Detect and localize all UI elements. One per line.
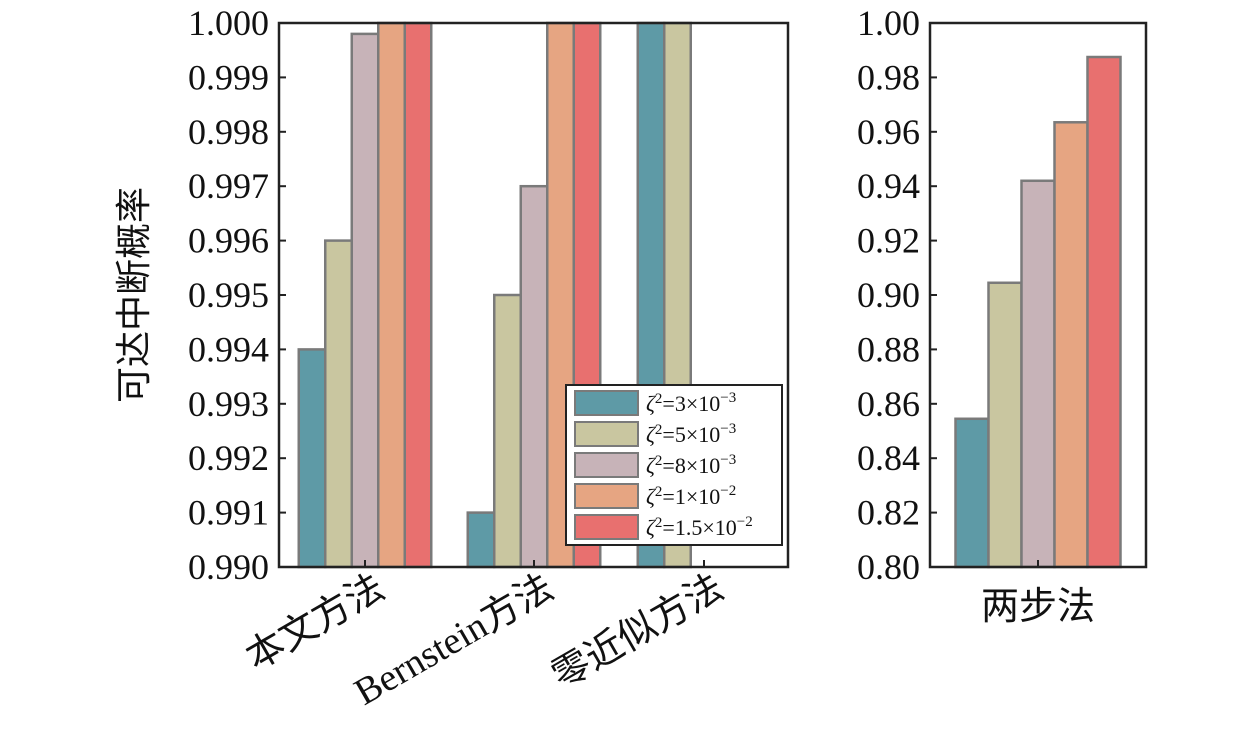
y-tick-label: 0.98 — [857, 57, 920, 97]
legend: ζ2=3×10−3 ζ2=5×10−3 ζ2=8×10−3 ζ2=1×10−2 ζ2=1… — [565, 384, 783, 546]
right-chart: 0.80 0.82 0.84 0.86 0.88 0.90 0.92 0.94 0.96 0.98… — [857, 3, 1148, 628]
bar — [519, 184, 549, 569]
y-tick-label: 0.88 — [857, 329, 920, 369]
bar — [1053, 121, 1089, 569]
bar — [324, 239, 353, 569]
y-tick-label: 1.00 — [857, 3, 920, 43]
legend-item: ζ2=5×10−3 — [574, 421, 736, 447]
y-tick-label: 0.991 — [188, 493, 269, 533]
legend-item: ζ2=8×10−3 — [574, 452, 736, 478]
legend-label: ζ2=8×10−3 — [646, 452, 736, 478]
y-tick-label: 1.000 — [188, 3, 269, 43]
x-tick-label: 两步法 — [981, 586, 1095, 628]
legend-swatch — [574, 514, 639, 540]
left-chart: 0.990 0.991 0.992 0.993 0.994 0.995 0.996 0.997… — [114, 3, 790, 714]
y-tick-label: 0.86 — [857, 384, 920, 424]
y-tick-label: 0.999 — [188, 57, 269, 97]
bar — [466, 511, 496, 569]
bar — [1020, 179, 1056, 569]
legend-label: ζ2=3×10−3 — [646, 390, 736, 416]
y-tick-label: 0.990 — [188, 547, 269, 587]
y-tick-label: 0.90 — [857, 275, 920, 315]
y-tick-label: 0.92 — [857, 221, 920, 261]
y-tick-label: 0.96 — [857, 112, 920, 152]
bar — [954, 417, 990, 569]
right-y-axis: 0.80 0.82 0.84 0.86 0.88 0.90 0.92 0.94 0.96 0.98… — [857, 3, 937, 587]
legend-item: ζ2=1.5×10−2 — [574, 514, 753, 540]
legend-label: ζ2=5×10−3 — [646, 421, 736, 447]
legend-item: ζ2=1×10−2 — [574, 483, 736, 509]
y-tick-label: 0.84 — [857, 438, 920, 478]
y-tick-label: 0.996 — [188, 221, 269, 261]
y-tick-label: 0.94 — [857, 166, 920, 206]
y-tick-label: 0.998 — [188, 112, 269, 152]
bar — [493, 293, 522, 569]
y-tick-label: 0.994 — [188, 329, 269, 369]
bar — [297, 348, 327, 569]
legend-swatch — [574, 452, 639, 478]
y-tick-label: 0.997 — [188, 166, 269, 206]
y-tick-label: 0.992 — [188, 438, 269, 478]
y-tick-label: 0.80 — [857, 547, 920, 587]
right-bars — [954, 55, 1122, 569]
bar — [403, 21, 433, 569]
legend-item: ζ2=3×10−3 — [574, 390, 736, 416]
left-y-axis: 0.990 0.991 0.992 0.993 0.994 0.995 0.996 0.997… — [188, 3, 286, 587]
legend-swatch — [574, 390, 639, 416]
bar — [350, 32, 380, 569]
legend-swatch — [574, 483, 639, 509]
x-tick-label: 零近似方法 — [545, 566, 731, 697]
y-tick-label: 0.82 — [857, 493, 920, 533]
y-axis-label: 可达中断概率 — [114, 187, 154, 403]
bar — [987, 281, 1023, 569]
legend-swatch — [574, 421, 639, 447]
bar — [1086, 55, 1122, 569]
legend-label: ζ2=1.5×10−2 — [646, 514, 753, 540]
y-tick-label: 0.995 — [188, 275, 269, 315]
bar — [377, 21, 406, 569]
legend-label: ζ2=1×10−2 — [646, 483, 736, 509]
right-x-axis: 两步法 — [981, 560, 1095, 628]
y-tick-label: 0.993 — [188, 384, 269, 424]
